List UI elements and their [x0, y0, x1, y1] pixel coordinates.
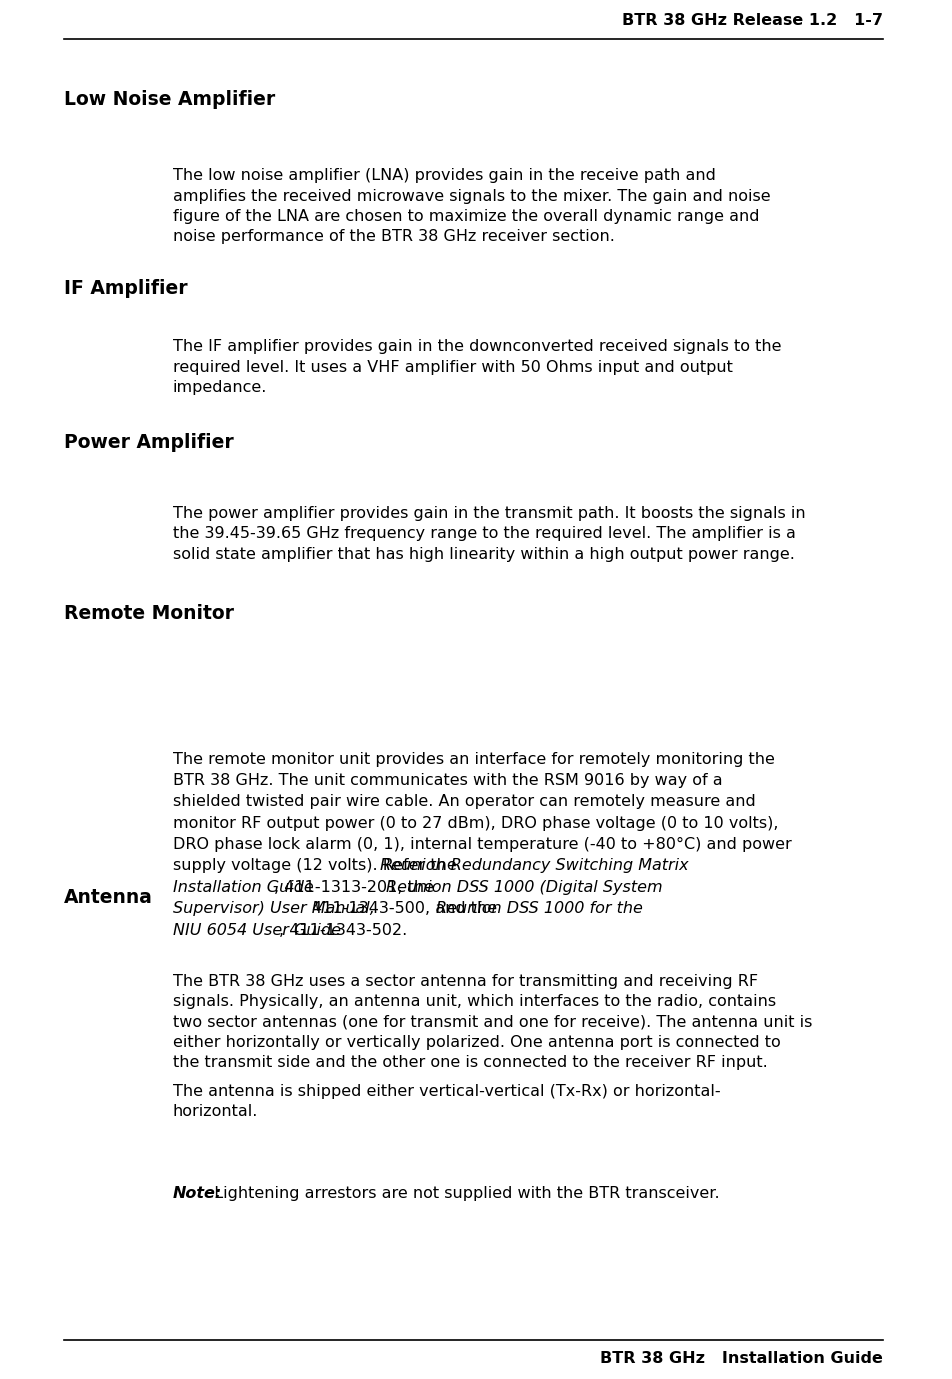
Text: Supervisor) User Manual,: Supervisor) User Manual, — [173, 902, 375, 916]
Text: The IF amplifier provides gain in the downconverted received signals to the
requ: The IF amplifier provides gain in the do… — [173, 339, 782, 394]
Text: The antenna is shipped either vertical-vertical (Tx-Rx) or horizontal-
horizonta: The antenna is shipped either vertical-v… — [173, 1084, 721, 1120]
Text: The BTR 38 GHz uses a sector antenna for transmitting and receiving RF
signals. : The BTR 38 GHz uses a sector antenna for… — [173, 974, 812, 1070]
Text: shielded twisted pair wire cable. An operator can remotely measure and: shielded twisted pair wire cable. An ope… — [173, 794, 756, 809]
Text: Reunion Redundancy Switching Matrix: Reunion Redundancy Switching Matrix — [380, 858, 688, 873]
Text: DRO phase lock alarm (0, 1), internal temperature (-40 to +80°C) and power: DRO phase lock alarm (0, 1), internal te… — [173, 837, 792, 852]
Text: The power amplifier provides gain in the transmit path. It boosts the signals in: The power amplifier provides gain in the… — [173, 506, 805, 561]
Text: Low Noise Amplifier: Low Noise Amplifier — [64, 90, 275, 109]
Text: monitor RF output power (0 to 27 dBm), DRO phase voltage (0 to 10 volts),: monitor RF output power (0 to 27 dBm), D… — [173, 815, 779, 830]
Text: BTR 38 GHz   Installation Guide: BTR 38 GHz Installation Guide — [600, 1351, 883, 1367]
Text: 411-1343-500, and the: 411-1343-500, and the — [307, 902, 503, 916]
Text: BTR 38 GHz. The unit communicates with the RSM 9016 by way of a: BTR 38 GHz. The unit communicates with t… — [173, 772, 723, 787]
Text: Note:: Note: — [173, 1186, 222, 1201]
Text: supply voltage (12 volts). Refer the: supply voltage (12 volts). Refer the — [173, 858, 462, 873]
Text: The low noise amplifier (LNA) provides gain in the receive path and
amplifies th: The low noise amplifier (LNA) provides g… — [173, 168, 770, 244]
Text: Antenna: Antenna — [64, 888, 152, 907]
Text: , 411-1313-201, the: , 411-1313-201, the — [274, 880, 439, 895]
Text: BTR 38 GHz Release 1.2   1-7: BTR 38 GHz Release 1.2 1-7 — [622, 12, 883, 28]
Text: , 411-1343-502.: , 411-1343-502. — [279, 923, 407, 938]
Text: Power Amplifier: Power Amplifier — [64, 433, 233, 452]
Text: The remote monitor unit provides an interface for remotely monitoring the: The remote monitor unit provides an inte… — [173, 752, 775, 767]
Text: IF Amplifier: IF Amplifier — [64, 279, 188, 298]
Text: Installation Guide: Installation Guide — [173, 880, 314, 895]
Text: NIU 6054 User Guide: NIU 6054 User Guide — [173, 923, 341, 938]
Text: Lightening arrestors are not supplied with the BTR transceiver.: Lightening arrestors are not supplied wi… — [204, 1186, 720, 1201]
Text: Reunion DSS 1000 (Digital System: Reunion DSS 1000 (Digital System — [386, 880, 663, 895]
Text: Reunion DSS 1000 for the: Reunion DSS 1000 for the — [436, 902, 643, 916]
Text: Remote Monitor: Remote Monitor — [64, 604, 234, 623]
